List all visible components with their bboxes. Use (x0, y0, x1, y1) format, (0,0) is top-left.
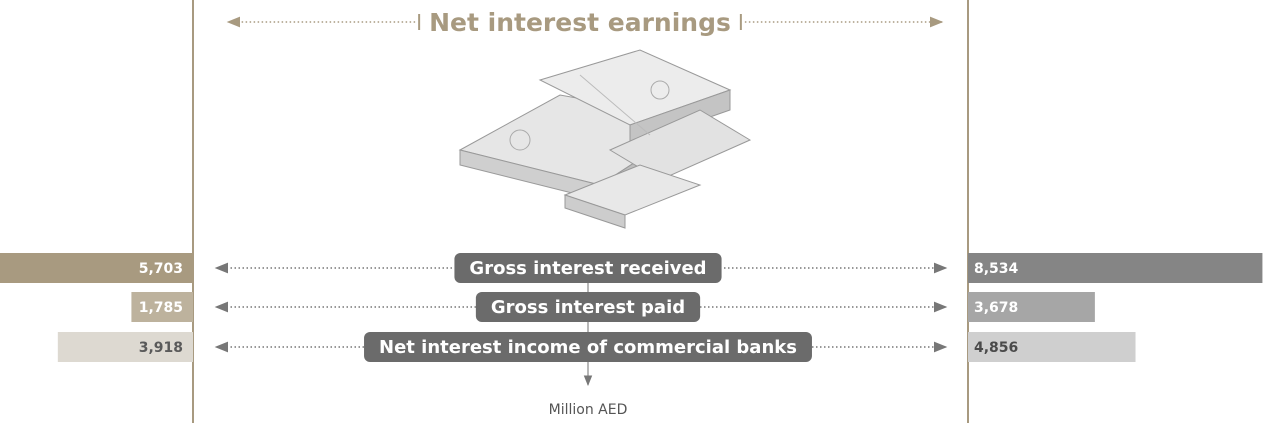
bar (0, 253, 193, 283)
category-label: Net interest income of commercial banks (379, 337, 797, 358)
value-label: 3,918 (139, 340, 183, 356)
unit-label: Million AED (549, 402, 628, 418)
value-label: 8,534 (974, 261, 1019, 277)
money-illustration (458, 49, 752, 229)
category-box: Gross interest received (454, 253, 722, 283)
chart-title: Net interest earnings (429, 8, 731, 37)
bar (57, 332, 194, 362)
category-label: Gross interest paid (491, 297, 685, 318)
category-box-bg (364, 332, 812, 362)
bar (968, 292, 1095, 322)
value-label: 3,678 (974, 300, 1018, 316)
category-box: Gross interest paid (475, 292, 701, 322)
value-label: 5,703 (139, 261, 183, 277)
value-label: 1,785 (139, 300, 183, 316)
category-label: Gross interest received (469, 258, 706, 279)
category-box-bg (454, 253, 722, 283)
bar (968, 253, 1263, 283)
category-box-bg (475, 292, 701, 322)
bar (968, 332, 1136, 362)
bar (131, 292, 193, 322)
category-box: Net interest income of commercial banks (364, 332, 812, 362)
value-label: 4,856 (974, 340, 1018, 356)
